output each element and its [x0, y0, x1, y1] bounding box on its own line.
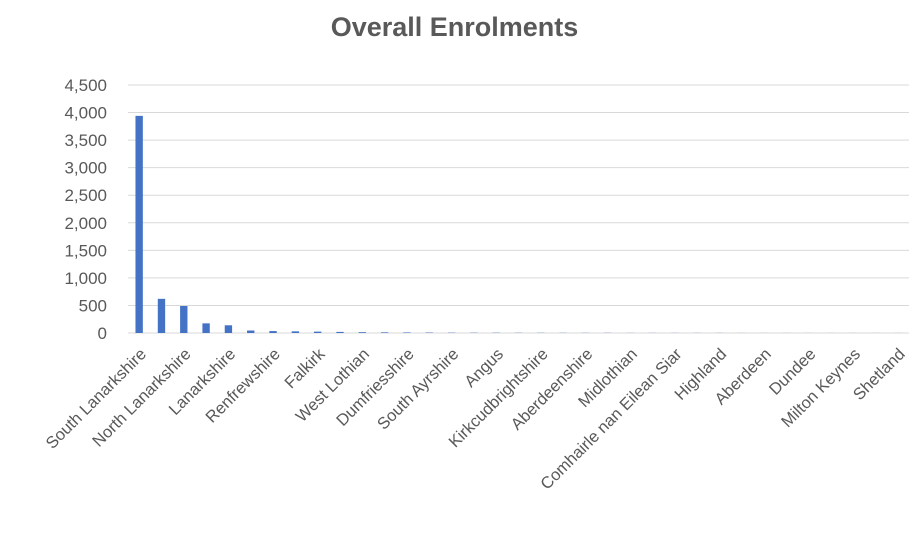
bar — [380, 332, 389, 333]
chart-title: Overall Enrolments — [330, 12, 579, 42]
bar — [291, 331, 300, 333]
y-tick-label: 2,500 — [64, 186, 107, 205]
bar — [313, 331, 322, 333]
bar — [269, 331, 277, 333]
y-tick-label: 4,000 — [64, 104, 107, 123]
bar — [202, 323, 210, 333]
bar — [224, 325, 233, 333]
y-tick-label: 1,000 — [64, 269, 107, 288]
y-tick-label: 500 — [79, 296, 107, 315]
bar — [358, 332, 366, 333]
bar — [403, 332, 411, 333]
x-tick-label: South Ayrshire — [374, 345, 462, 433]
bar — [135, 115, 143, 334]
y-tick-label: 1,500 — [64, 241, 107, 260]
bar — [157, 298, 166, 333]
x-tick-label: Milton Keynes — [778, 345, 864, 431]
y-tick-label: 0 — [98, 324, 107, 343]
gridlines — [128, 84, 909, 334]
bar — [336, 331, 344, 333]
y-tick-label: 4,500 — [64, 76, 107, 95]
bar — [247, 330, 255, 333]
y-tick-label: 3,500 — [64, 131, 107, 150]
y-tick-label: 2,000 — [64, 214, 107, 233]
bars — [135, 115, 902, 334]
x-tick-label: Dumfriesshire — [333, 345, 418, 430]
y-tick-label: 3,000 — [64, 159, 107, 178]
bar — [180, 305, 188, 333]
y-axis-ticks: 0 500 1,000 1,500 2,000 2,500 3,000 3,500 4,000 4… — [64, 76, 107, 343]
